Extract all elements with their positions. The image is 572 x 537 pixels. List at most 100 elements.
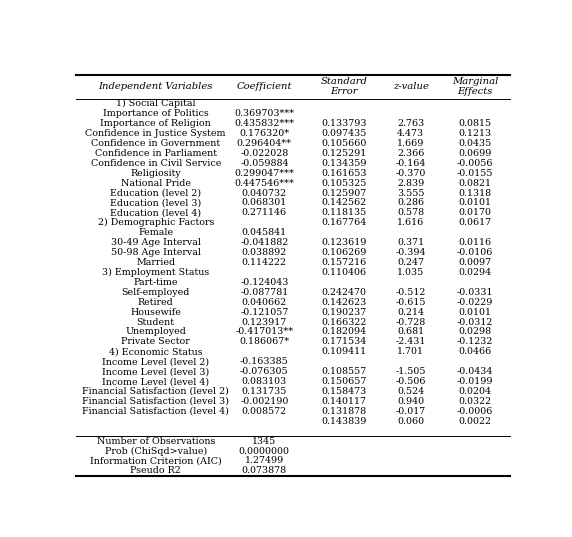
Text: 1.035: 1.035 (397, 268, 424, 277)
Text: 0.0815: 0.0815 (458, 119, 491, 128)
Text: 0.109411: 0.109411 (321, 347, 367, 357)
Text: Education (level 4): Education (level 4) (110, 208, 201, 217)
Text: 0.125907: 0.125907 (321, 188, 367, 198)
Text: -0.124043: -0.124043 (240, 278, 288, 287)
Text: Confidence in Civil Service: Confidence in Civil Service (90, 159, 221, 168)
Text: -0.0106: -0.0106 (456, 248, 493, 257)
Text: 2) Demographic Factors: 2) Demographic Factors (98, 218, 214, 227)
Text: 0.940: 0.940 (397, 397, 424, 406)
Text: 0.296404**: 0.296404** (237, 139, 292, 148)
Text: 0.0821: 0.0821 (458, 179, 491, 187)
Text: 0.171534: 0.171534 (321, 337, 367, 346)
Text: 0.0116: 0.0116 (458, 238, 491, 247)
Text: -0.0155: -0.0155 (456, 169, 493, 178)
Text: -0.1232: -0.1232 (456, 337, 493, 346)
Text: -0.0331: -0.0331 (456, 288, 493, 297)
Text: 0.140117: 0.140117 (321, 397, 367, 406)
Text: 0.083103: 0.083103 (242, 377, 287, 386)
Text: 2.366: 2.366 (397, 149, 424, 158)
Text: 0.143839: 0.143839 (321, 417, 367, 426)
Text: 4.473: 4.473 (397, 129, 424, 138)
Text: 0.131735: 0.131735 (241, 387, 287, 396)
Text: Married: Married (136, 258, 175, 267)
Text: Importance of Politics: Importance of Politics (103, 109, 209, 118)
Text: Female: Female (138, 228, 173, 237)
Text: -2.431: -2.431 (395, 337, 426, 346)
Text: -0.0199: -0.0199 (456, 377, 493, 386)
Text: 0.447546***: 0.447546*** (235, 179, 294, 187)
Text: 0.118135: 0.118135 (321, 208, 367, 217)
Text: -0.002190: -0.002190 (240, 397, 288, 406)
Text: -0.512: -0.512 (395, 288, 426, 297)
Text: 2.763: 2.763 (397, 119, 424, 128)
Text: 0.157216: 0.157216 (321, 258, 367, 267)
Text: 0.0466: 0.0466 (458, 347, 491, 357)
Text: 0.142562: 0.142562 (321, 199, 367, 207)
Text: 0.242470: 0.242470 (321, 288, 367, 297)
Text: 0.0022: 0.0022 (458, 417, 491, 426)
Text: Education (level 3): Education (level 3) (110, 199, 201, 207)
Text: Information Criterion (AIC): Information Criterion (AIC) (90, 456, 221, 466)
Text: -0.076305: -0.076305 (240, 367, 289, 376)
Text: 0.040732: 0.040732 (242, 188, 287, 198)
Text: Independent Variables: Independent Variables (98, 82, 213, 91)
Text: 0.435832***: 0.435832*** (235, 119, 295, 128)
Text: Student: Student (137, 317, 174, 326)
Text: 0.0699: 0.0699 (458, 149, 491, 158)
Text: 0.186067*: 0.186067* (239, 337, 289, 346)
Text: -0.059884: -0.059884 (240, 159, 289, 168)
Text: 0.060: 0.060 (397, 417, 424, 426)
Text: 0.073878: 0.073878 (242, 467, 287, 475)
Text: 0.369703***: 0.369703*** (235, 109, 295, 118)
Text: 0.182094: 0.182094 (321, 328, 367, 337)
Text: -0.164: -0.164 (395, 159, 426, 168)
Text: 1.27499: 1.27499 (245, 456, 284, 466)
Text: 0.108557: 0.108557 (321, 367, 367, 376)
Text: 0.008572: 0.008572 (242, 407, 287, 416)
Text: -0.163385: -0.163385 (240, 357, 289, 366)
Text: 1.669: 1.669 (397, 139, 424, 148)
Text: 0.247: 0.247 (397, 258, 424, 267)
Text: 0.133793: 0.133793 (321, 119, 367, 128)
Text: -0.370: -0.370 (395, 169, 426, 178)
Text: 0.299047***: 0.299047*** (235, 169, 294, 178)
Text: -0.394: -0.394 (395, 248, 426, 257)
Text: 0.114222: 0.114222 (242, 258, 287, 267)
Text: 0.0435: 0.0435 (458, 139, 491, 148)
Text: -0.615: -0.615 (395, 297, 426, 307)
Text: Standard
Error: Standard Error (321, 77, 368, 97)
Text: -0.0312: -0.0312 (456, 317, 493, 326)
Text: Religiosity: Religiosity (130, 169, 181, 178)
Text: 3) Employment Status: 3) Employment Status (102, 268, 209, 277)
Text: 0.110406: 0.110406 (321, 268, 367, 277)
Text: Pseudo R2: Pseudo R2 (130, 467, 181, 475)
Text: -0.0229: -0.0229 (456, 297, 493, 307)
Text: Marginal
Effects: Marginal Effects (452, 77, 498, 97)
Text: 0.1213: 0.1213 (458, 129, 491, 138)
Text: -0.417013**: -0.417013** (235, 328, 293, 337)
Text: -0.041882: -0.041882 (240, 238, 288, 247)
Text: Financial Satisfaction (level 3): Financial Satisfaction (level 3) (82, 397, 229, 406)
Text: Retired: Retired (138, 297, 174, 307)
Text: 1345: 1345 (252, 437, 276, 446)
Text: -0.017: -0.017 (395, 407, 426, 416)
Text: 0.105660: 0.105660 (321, 139, 367, 148)
Text: Number of Observations: Number of Observations (97, 437, 215, 446)
Text: Importance of Religion: Importance of Religion (100, 119, 211, 128)
Text: 0.040662: 0.040662 (242, 297, 287, 307)
Text: -0.087781: -0.087781 (240, 288, 288, 297)
Text: Part-time: Part-time (133, 278, 178, 287)
Text: 0.0101: 0.0101 (458, 199, 491, 207)
Text: 0.176320*: 0.176320* (239, 129, 289, 138)
Text: -0.022028: -0.022028 (240, 149, 288, 158)
Text: 0.190237: 0.190237 (321, 308, 367, 317)
Text: 0.167764: 0.167764 (321, 219, 367, 227)
Text: 30-49 Age Interval: 30-49 Age Interval (111, 238, 201, 247)
Text: 0.166322: 0.166322 (321, 317, 367, 326)
Text: 0.068301: 0.068301 (242, 199, 287, 207)
Text: Confidence in Justice System: Confidence in Justice System (85, 129, 226, 138)
Text: 0.524: 0.524 (397, 387, 424, 396)
Text: 0.214: 0.214 (397, 308, 424, 317)
Text: 0.371: 0.371 (397, 238, 424, 247)
Text: -0.121057: -0.121057 (240, 308, 288, 317)
